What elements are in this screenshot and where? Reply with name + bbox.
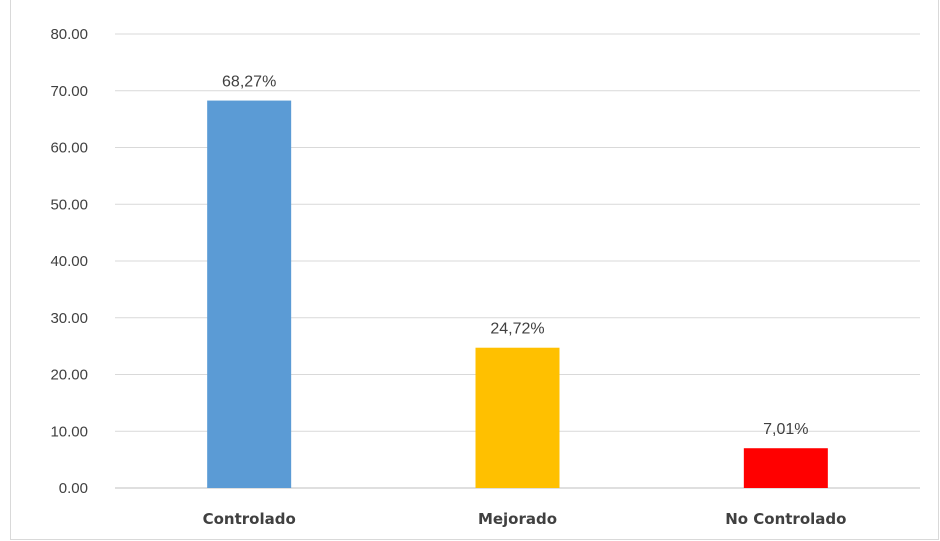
y-tick-label: 20.00: [50, 367, 88, 384]
y-tick-label: 50.00: [50, 196, 88, 213]
y-tick-label: 30.00: [50, 310, 88, 327]
x-category-label: No Controlado: [725, 510, 846, 528]
data-label: 7,01%: [763, 421, 808, 438]
data-label: 24,72%: [490, 321, 544, 338]
data-label: 68,27%: [222, 74, 276, 91]
data-labels: 68,27% 24,72% 7,01%: [222, 74, 808, 439]
bar-mejorado: [475, 347, 560, 488]
y-axis-ticks: 0.00 10.00 20.00 30.00 40.00 50.00 60.00 70.00 8…: [50, 26, 88, 497]
y-tick-label: 40.00: [50, 253, 88, 270]
bar-controlado: [207, 100, 292, 488]
y-tick-label: 70.00: [50, 83, 88, 100]
y-tick-label: 10.00: [50, 423, 88, 440]
y-tick-label: 80.00: [50, 26, 88, 43]
x-category-label: Mejorado: [478, 510, 557, 528]
x-axis-categories: Controlado Mejorado No Controlado: [203, 510, 847, 528]
x-category-label: Controlado: [203, 510, 296, 528]
bars: [207, 100, 828, 488]
bar-no-controlado: [743, 448, 828, 488]
y-tick-label: 60.00: [50, 140, 88, 157]
y-tick-label: 0.00: [59, 480, 88, 497]
